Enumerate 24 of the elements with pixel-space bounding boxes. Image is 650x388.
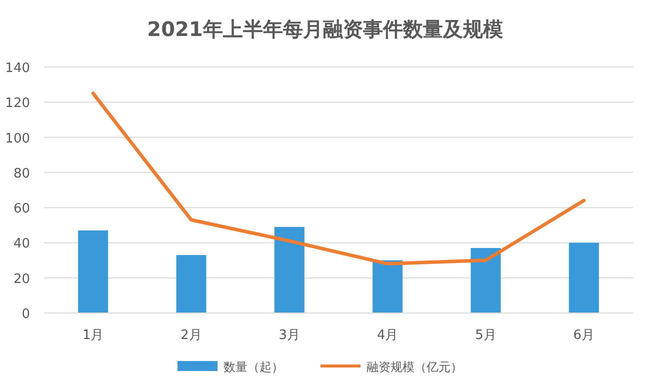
bar	[470, 248, 501, 313]
x-tick-label: 1月	[82, 328, 104, 343]
y-tick-label: 100	[5, 131, 30, 146]
x-tick-label: 3月	[278, 328, 300, 343]
y-tick-label: 20	[13, 272, 30, 287]
legend-label: 融资规模（亿元）	[366, 360, 462, 374]
y-tick-label: 120	[5, 96, 30, 112]
bar	[274, 226, 304, 313]
line-series	[91, 92, 586, 266]
y-tick-label: 60	[13, 202, 30, 217]
bar	[568, 242, 599, 313]
bar	[176, 255, 206, 313]
y-tick-label: 40	[13, 236, 30, 252]
x-tick-label: 6月	[573, 328, 595, 343]
chart-title: 2021年上半年每月融资事件数量及规模	[147, 17, 503, 41]
x-tick-label: 2月	[180, 328, 202, 343]
bar	[78, 230, 108, 313]
x-tick-label: 5月	[475, 328, 496, 343]
x-tick-label: 4月	[376, 328, 398, 343]
bar	[372, 260, 403, 313]
legend-label: 数量（起）	[224, 360, 284, 374]
y-tick-label: 140	[5, 61, 30, 76]
y-tick-label: 0	[22, 307, 30, 322]
y-tick-label: 80	[13, 166, 30, 182]
